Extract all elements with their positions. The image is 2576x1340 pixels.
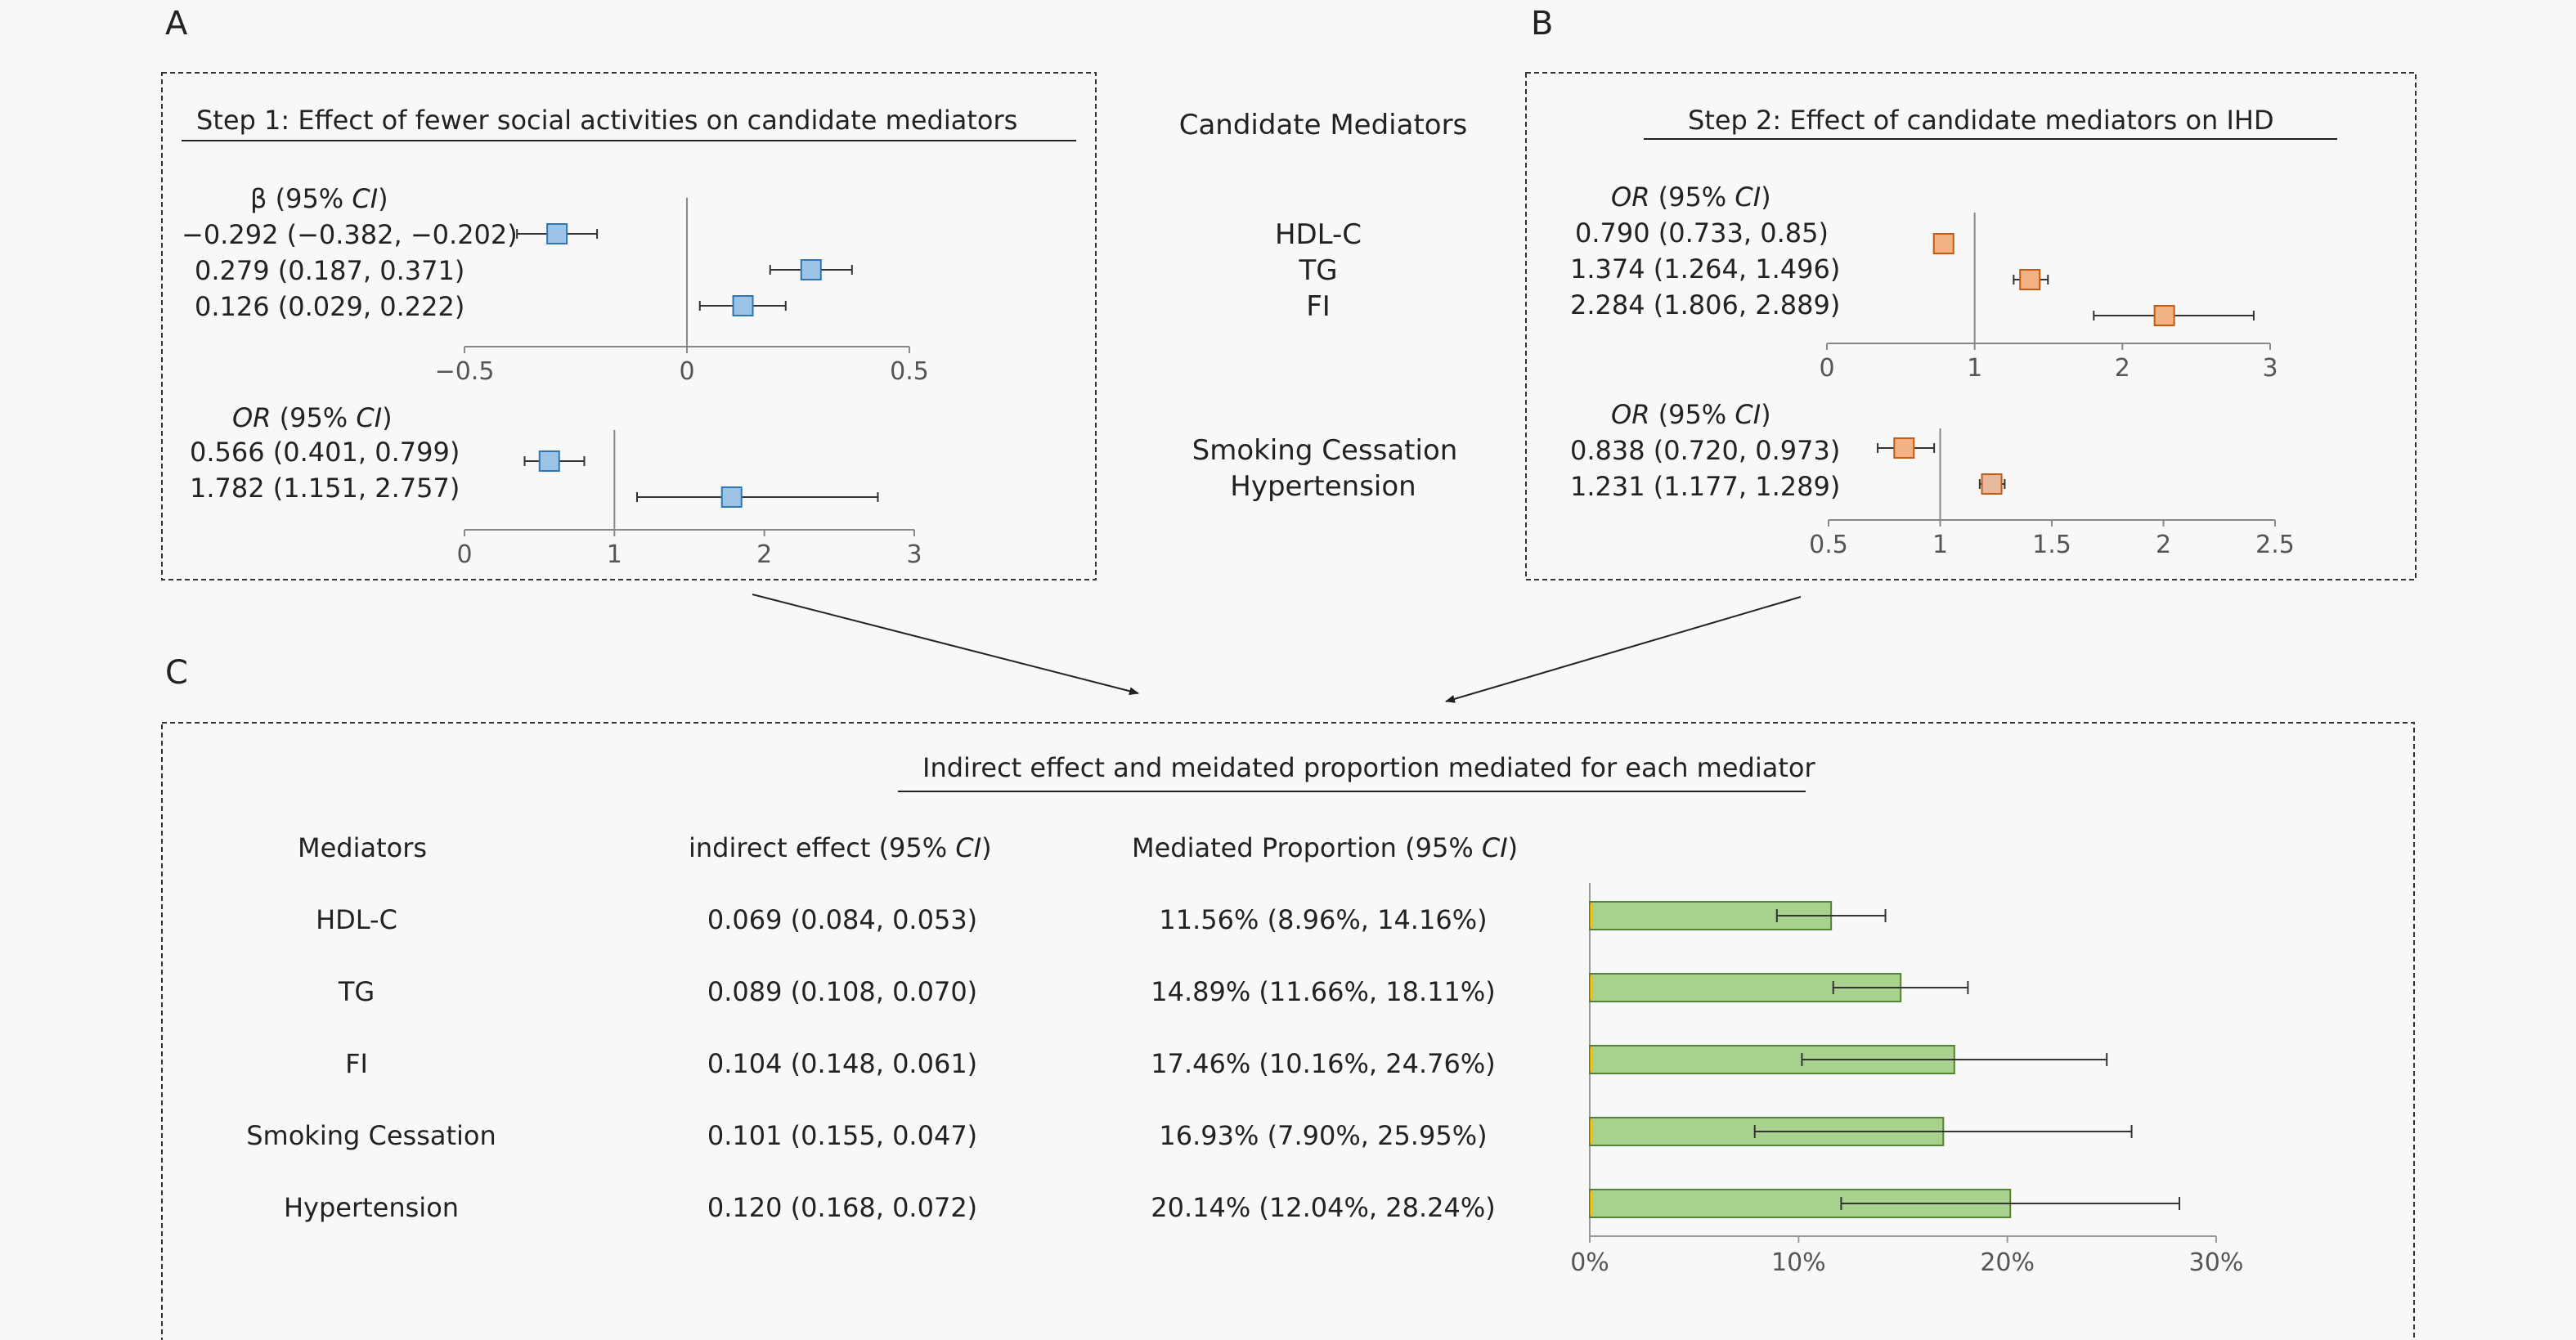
- table-row: Smoking Cessation 0.101 (0.155, 0.047) 1…: [246, 1120, 1487, 1151]
- panel-b-box: [1525, 72, 2417, 580]
- panel-b-forest-bottom: 0.5 1 1.5 2 2.5: [1809, 428, 2295, 559]
- table-row: HDL-C 0.069 (0.084, 0.053) 11.56% (8.96%…: [316, 904, 1488, 935]
- x-tick-label: 1: [1967, 354, 1982, 383]
- panel-b-row: 1.374 (1.264, 1.496): [1570, 253, 1840, 285]
- x-tick-label: 3: [2262, 354, 2278, 383]
- panel-b-title: Step 2: Effect of candidate mediators on…: [1688, 105, 2274, 136]
- panel-b-row: 2.284 (1.806, 2.889): [1570, 289, 1840, 320]
- panel-b-forest-top: 0 1 2 3: [1819, 213, 2278, 383]
- x-tick-label: 3: [906, 540, 922, 569]
- panel-a-beta-row: 0.126 (0.029, 0.222): [195, 291, 464, 322]
- x-tick-label: 0.5: [1809, 531, 1848, 559]
- panel-a-box: [161, 72, 1097, 580]
- row-mediator: TG: [338, 976, 375, 1007]
- table-row: Hypertension 0.120 (0.168, 0.072) 20.14%…: [284, 1192, 1496, 1223]
- panel-b-label: B: [1531, 5, 1553, 43]
- x-tick-label: 1: [1932, 531, 1948, 559]
- row-indirect: 0.069 (0.084, 0.053): [707, 904, 977, 935]
- row-proportion: 20.14% (12.04%, 28.24%): [1151, 1192, 1496, 1223]
- panel-a-or-forest: 0 1 2 3: [456, 430, 922, 569]
- mediator-label: FI: [1306, 290, 1331, 323]
- mediator-label: Smoking Cessation: [1192, 434, 1458, 467]
- mediator-label: HDL-C: [1275, 218, 1362, 251]
- point-estimate-marker: [1932, 233, 1954, 254]
- panel-c-box: [161, 722, 2415, 1340]
- point-estimate-marker: [720, 486, 743, 508]
- candidate-mediators-heading: Candidate Mediators: [1179, 109, 1468, 141]
- x-tick-label: 1.5: [2032, 531, 2071, 559]
- panel-b-row: 0.838 (0.720, 0.973): [1570, 435, 1840, 466]
- row-mediator: Hypertension: [284, 1192, 459, 1223]
- panel-a-or-header: OR (95% CI): [232, 402, 393, 433]
- point-estimate-marker: [1893, 437, 1915, 459]
- panel-a-title: Step 1: Effect of fewer social activitie…: [196, 105, 1017, 136]
- x-tick-label: 30%: [2189, 1248, 2244, 1277]
- arrow-b-to-c: [1445, 596, 1802, 703]
- row-indirect: 0.120 (0.168, 0.072): [707, 1192, 977, 1223]
- row-mediator: FI: [345, 1048, 368, 1079]
- x-tick-label: 10%: [1771, 1248, 1826, 1277]
- row-indirect: 0.089 (0.108, 0.070): [707, 976, 977, 1007]
- point-estimate-marker: [546, 223, 568, 244]
- x-tick-label: 2: [2156, 531, 2171, 559]
- point-estimate-marker: [538, 450, 560, 472]
- row-indirect: 0.104 (0.148, 0.061): [707, 1048, 977, 1079]
- mediator-label: TG: [1298, 254, 1337, 287]
- x-tick-label: 2.5: [2255, 531, 2295, 559]
- x-tick-label: 0: [679, 357, 694, 386]
- row-proportion: 17.46% (10.16%, 24.76%): [1151, 1048, 1496, 1079]
- panel-a-or-row: 0.566 (0.401, 0.799): [190, 437, 460, 468]
- x-tick-label: 0%: [1570, 1248, 1609, 1277]
- point-estimate-marker: [732, 295, 754, 316]
- col-header-indirect: indirect effect (95% CI): [689, 832, 992, 863]
- x-tick-label: 0: [1819, 354, 1834, 383]
- panel-b-header-top: OR (95% CI): [1611, 182, 1771, 213]
- panel-b-header-bottom: OR (95% CI): [1611, 399, 1771, 430]
- row-mediator: Smoking Cessation: [246, 1120, 496, 1151]
- table-row: TG 0.089 (0.108, 0.070) 14.89% (11.66%, …: [338, 976, 1496, 1007]
- x-tick-label: −0.5: [435, 357, 495, 386]
- col-header-mediators: Mediators: [298, 832, 427, 863]
- x-tick-label: 0.5: [890, 357, 929, 386]
- table-row: FI 0.104 (0.148, 0.061) 17.46% (10.16%, …: [345, 1048, 1496, 1079]
- point-estimate-marker: [2153, 305, 2175, 326]
- mediated-proportion-bar-chart: 0% 10% 20% 30%: [1570, 883, 2243, 1277]
- point-estimate-marker: [800, 259, 822, 280]
- mediator-label: Hypertension: [1230, 470, 1416, 503]
- panel-a-label: A: [165, 5, 188, 43]
- row-proportion: 11.56% (8.96%, 14.16%): [1159, 904, 1487, 935]
- panel-a-beta-row: 0.279 (0.187, 0.371): [195, 255, 464, 286]
- x-tick-label: 1: [607, 540, 622, 569]
- panel-c-label: C: [165, 654, 188, 692]
- panel-a-beta-row: −0.292 (−0.382, −0.202): [182, 219, 518, 250]
- x-tick-label: 2: [756, 540, 772, 569]
- panel-a-beta-forest: −0.5 0 0.5: [435, 198, 929, 386]
- panel-b-row: 0.790 (0.733, 0.85): [1575, 217, 1829, 249]
- col-header-proportion: Mediated Proportion (95% CI): [1132, 832, 1518, 863]
- x-tick-label: 0: [456, 540, 472, 569]
- x-tick-label: 20%: [1980, 1248, 2035, 1277]
- row-proportion: 14.89% (11.66%, 18.11%): [1151, 976, 1496, 1007]
- panel-a-beta-header: β (95% CI): [250, 183, 388, 214]
- point-estimate-marker: [1981, 473, 2003, 495]
- panel-c-title: Indirect effect and meidated proportion …: [922, 752, 1815, 783]
- point-estimate-marker: [2019, 269, 2041, 290]
- arrow-a-to-c: [752, 594, 1139, 696]
- panel-a-or-row: 1.782 (1.151, 2.757): [190, 473, 460, 504]
- row-proportion: 16.93% (7.90%, 25.95%): [1159, 1120, 1487, 1151]
- row-indirect: 0.101 (0.155, 0.047): [707, 1120, 977, 1151]
- row-mediator: HDL-C: [316, 904, 397, 935]
- panel-b-row: 1.231 (1.177, 1.289): [1570, 471, 1840, 502]
- x-tick-label: 2: [2115, 354, 2130, 383]
